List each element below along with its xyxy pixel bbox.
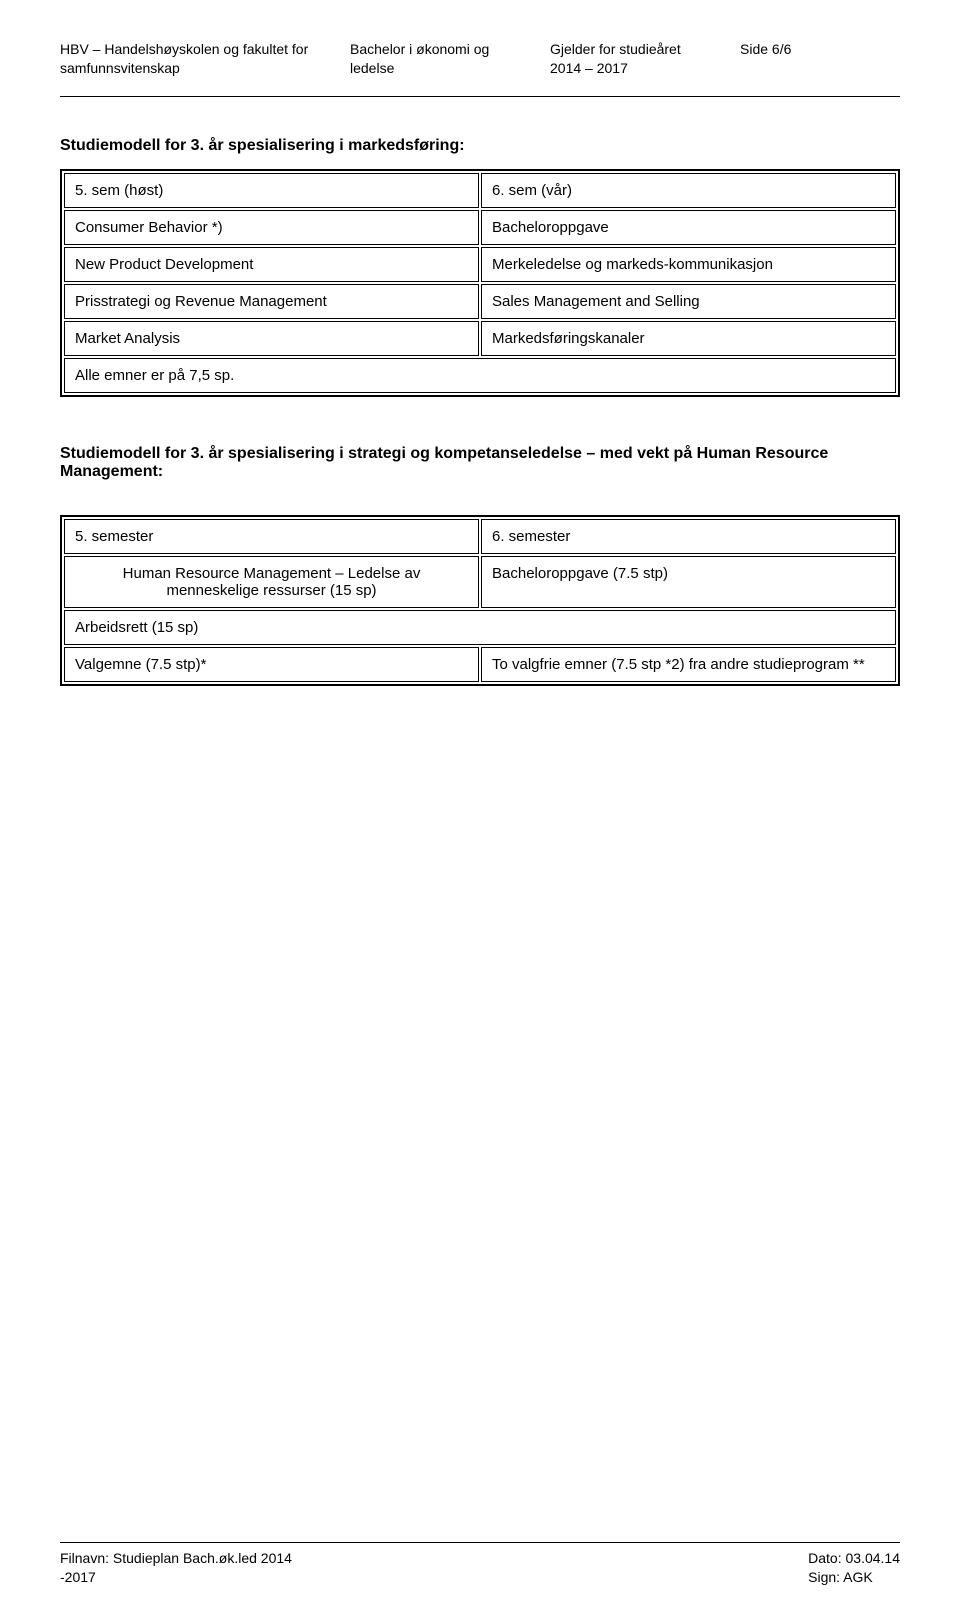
footer-divider <box>60 1542 900 1543</box>
section2-table: 5. semester 6. semester Human Resource M… <box>60 515 900 686</box>
footer-left: Filnavn: Studieplan Bach.øk.led 2014 -20… <box>60 1549 292 1587</box>
section1-table: 5. sem (høst) 6. sem (vår) Consumer Beha… <box>60 169 900 397</box>
page-header: HBV – Handelshøyskolen og fakultet for s… <box>60 40 900 78</box>
section2-head-left: 5. semester <box>64 519 479 554</box>
table-cell: New Product Development <box>64 247 479 282</box>
header-mid2: Gjelder for studieåret 2014 – 2017 <box>550 40 740 78</box>
table-cell: Bacheloroppgave (7.5 stp) <box>481 556 896 608</box>
header-left-line2: samfunnsvitenskap <box>60 59 350 78</box>
header-left: HBV – Handelshøyskolen og fakultet for s… <box>60 40 350 78</box>
footer-left-line2: -2017 <box>60 1568 292 1587</box>
footer-right: Dato: 03.04.14 Sign: AGK <box>808 1549 900 1587</box>
table-cell: Valgemne (7.5 stp)* <box>64 647 479 682</box>
table-cell: Prisstrategi og Revenue Management <box>64 284 479 319</box>
table-cell: Market Analysis <box>64 321 479 356</box>
table-cell: Sales Management and Selling <box>481 284 896 319</box>
header-mid2-line1: Gjelder for studieåret <box>550 40 740 59</box>
table-cell: Merkeledelse og markeds-kommunikasjon <box>481 247 896 282</box>
header-page-number: Side 6/6 <box>740 40 900 78</box>
table-cell: To valgfrie emner (7.5 stp *2) fra andre… <box>481 647 896 682</box>
section2-span-row: Arbeidsrett (15 sp) <box>64 610 896 645</box>
header-divider <box>60 96 900 97</box>
footer-right-line2: Sign: AGK <box>808 1568 900 1587</box>
table-cell: Markedsføringskanaler <box>481 321 896 356</box>
section1-span-row: Alle emner er på 7,5 sp. <box>64 358 896 393</box>
header-mid1-line1: Bachelor i økonomi og <box>350 40 550 59</box>
table-cell: Bacheloroppgave <box>481 210 896 245</box>
section2-title: Studiemodell for 3. år spesialisering i … <box>60 445 900 481</box>
section1-head-left: 5. sem (høst) <box>64 173 479 208</box>
header-left-line1: HBV – Handelshøyskolen og fakultet for <box>60 40 350 59</box>
header-mid1: Bachelor i økonomi og ledelse <box>350 40 550 78</box>
header-mid1-line2: ledelse <box>350 59 550 78</box>
section1-head-right: 6. sem (vår) <box>481 173 896 208</box>
header-mid2-line2: 2014 – 2017 <box>550 59 740 78</box>
table-cell: Human Resource Management – Ledelse av m… <box>64 556 479 608</box>
section2-head-right: 6. semester <box>481 519 896 554</box>
footer-right-line1: Dato: 03.04.14 <box>808 1549 900 1568</box>
section1-title: Studiemodell for 3. år spesialisering i … <box>60 137 900 155</box>
page-footer: Filnavn: Studieplan Bach.øk.led 2014 -20… <box>60 1542 900 1587</box>
footer-left-line1: Filnavn: Studieplan Bach.øk.led 2014 <box>60 1549 292 1568</box>
table-cell: Consumer Behavior *) <box>64 210 479 245</box>
